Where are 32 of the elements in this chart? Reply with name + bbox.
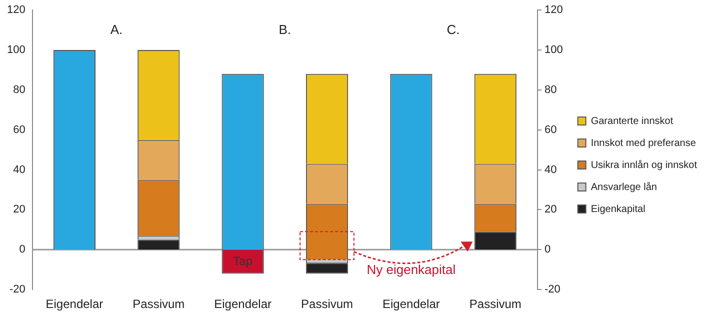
y2-tick-label: -20 [544,284,560,296]
legend-label: Eigenkapital [590,204,646,215]
y2-tick-label: 120 [544,4,563,16]
y2-tick-label: 100 [544,44,563,56]
y-tick-label: 100 [6,44,26,56]
y-tick-label: 0 [19,244,26,256]
legend-label: Usikra innlån og innskot [590,158,698,171]
y2-tick-label: 20 [544,204,557,216]
legend-label: Garanterte innskot [590,116,674,127]
y-tick-label: 40 [13,164,26,176]
annotation: C. [446,22,460,37]
y-tick-label: 20 [13,204,26,216]
legend-label: Ansvarlege lån [590,180,657,193]
legend-label: Innskot med preferanse [590,138,696,149]
x-tick-label: Eigendelar [214,297,272,312]
annotation: Ny eigenkapital [366,262,456,277]
series-label: Tap [233,254,253,268]
y-tick-label: 60 [13,124,26,136]
annotation: B. [278,22,292,37]
x-tick-label: Passivum [469,297,522,312]
y-tick-label: 80 [13,84,26,96]
annotation: A. [110,22,123,37]
y2-tick-label: 80 [544,84,557,96]
y2-tick-label: 0 [544,244,551,256]
x-tick-label: Eigendelar [382,297,440,312]
y-tick-label: -20 [9,284,26,296]
y-tick-label: 120 [6,4,26,16]
x-tick-label: Eigendelar [46,297,104,312]
x-tick-label: Passivum [301,297,354,312]
y2-tick-label: 60 [544,124,557,136]
y2-tick-label: 40 [544,164,557,176]
x-tick-label: Passivum [132,297,185,312]
